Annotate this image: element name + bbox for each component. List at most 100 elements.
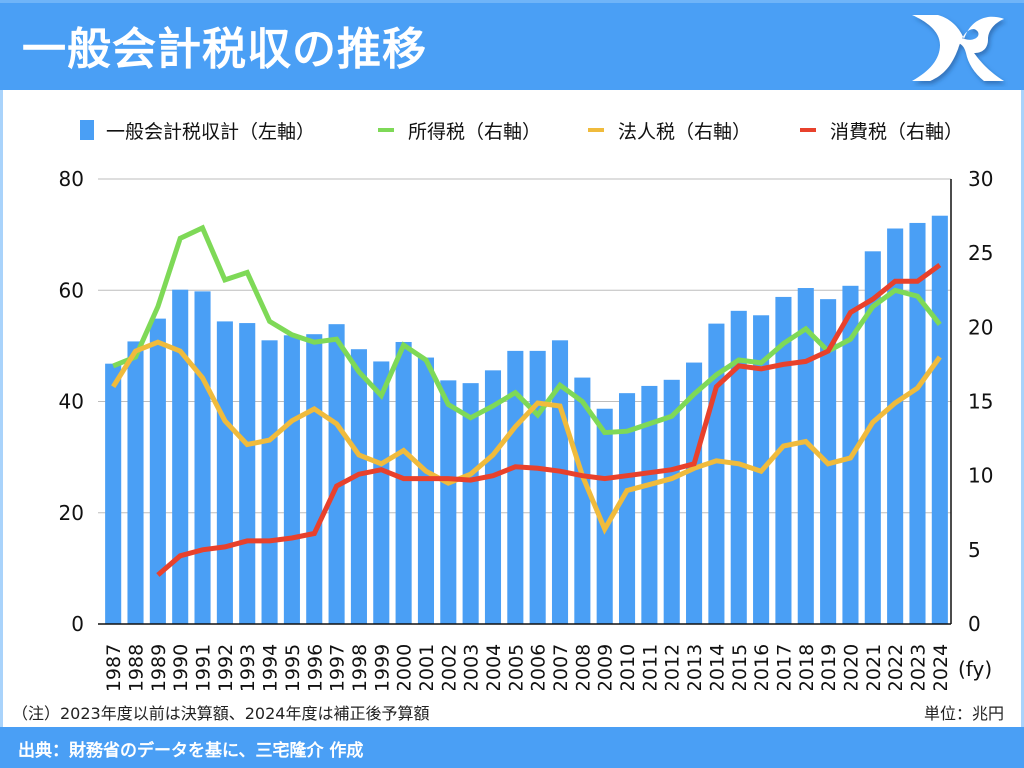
x-axis-tick-label: 2004	[483, 644, 505, 690]
bar-total-1996	[306, 334, 323, 624]
x-axis-tick-label: 1991	[193, 644, 215, 690]
x-axis-tick-label: 2005	[505, 644, 527, 690]
bar-total-2006	[529, 350, 546, 624]
legend-label-consumption-tax: 消費税（右軸）	[830, 120, 964, 143]
x-axis-tick-label: 1998	[349, 644, 371, 690]
line-corporate-tax	[111, 339, 942, 535]
x-axis-tick-label: 2022	[885, 644, 907, 690]
bar-total-2022	[887, 228, 904, 624]
x-axis-tick-label: 2001	[416, 644, 438, 690]
bar-total-1994	[261, 340, 278, 624]
x-axis-tick-label: 2010	[617, 644, 639, 690]
bar-total-2017	[775, 296, 792, 624]
bar-total-1991	[194, 291, 211, 624]
right-axis-tick-label: 30	[968, 167, 993, 191]
legend-item-total: 一般会計税収計（左軸）	[80, 115, 315, 145]
x-axis-tick-label: 2014	[706, 644, 728, 690]
legend-item-income-tax: 所得税（右軸）	[378, 115, 541, 145]
x-axis-tick-label: 2013	[684, 644, 706, 690]
line-consumption-tax	[156, 262, 942, 577]
left-axis-tick-label: 80	[59, 167, 84, 191]
page-title: 一般会計税収の推移	[22, 24, 427, 75]
x-axis-tick-label: 2000	[394, 644, 416, 690]
right-axis-tick-label: 15	[968, 390, 993, 414]
bar-total-1999	[373, 361, 390, 624]
bar-total-2010	[618, 393, 636, 624]
bar-total-2002	[440, 380, 457, 624]
x-axis-tick-label: 2021	[863, 644, 885, 690]
x-axis-tick-label: 2018	[796, 644, 818, 690]
footer-bar: 出典：財務省のデータを基に、三宅隆介 作成	[0, 727, 1024, 768]
bar-total-1993	[239, 323, 256, 624]
legend-swatch-income-tax	[378, 128, 394, 132]
x-axis-tick-label: 1994	[260, 644, 282, 690]
bar-total-2012	[663, 379, 680, 624]
title-bar: 一般会計税収の推移	[0, 0, 1024, 90]
bar-total-2023	[909, 222, 926, 624]
bar-total-2015	[730, 310, 747, 624]
x-axis-tick-label: 2006	[528, 644, 550, 690]
x-axis-tick-label: 2024	[930, 644, 952, 690]
line-series	[111, 224, 942, 577]
x-axis-tick-label: 2012	[662, 644, 684, 690]
legend-item-corporate-tax: 法人税（右軸）	[588, 115, 751, 145]
right-axis-tick-label: 20	[968, 315, 993, 339]
x-axis-tick-label: 2023	[907, 644, 929, 690]
x-axis-tick-label: 1989	[148, 644, 170, 690]
source-credit: 出典：財務省のデータを基に、三宅隆介 作成	[18, 741, 364, 761]
right-axis-tick-label: 5	[968, 538, 981, 562]
bar-total-2024	[931, 215, 948, 624]
x-axis-tick-label: 1997	[327, 644, 349, 690]
legend-label-total: 一般会計税収計（左軸）	[106, 120, 316, 143]
legend-swatch-total	[80, 120, 94, 140]
bar-total-1995	[283, 335, 300, 624]
x-axis-tick-label: 1992	[215, 644, 237, 690]
right-axis-tick-label: 0	[968, 612, 981, 636]
x-axis-tick-label: 2019	[818, 644, 840, 690]
x-axis-tick-label: 2020	[840, 644, 862, 690]
x-axis-tick-label: 2002	[438, 644, 460, 690]
bar-total-1997	[328, 324, 345, 624]
bar-total-1998	[350, 349, 367, 624]
footnote: （注）2023年度以前は決算額、2024年度は補正後予算額	[12, 704, 430, 723]
x-axis-tick-label: 2008	[572, 644, 594, 690]
x-axis-tick-label: 2017	[773, 644, 795, 690]
bar-total-2000	[395, 341, 412, 624]
x-axis-tick-label: 1999	[371, 644, 393, 690]
left-axis-tick-label: 0	[71, 612, 84, 636]
bar-total-2011	[641, 385, 658, 624]
bar-total-2004	[484, 370, 502, 624]
right-axis-tick-label: 25	[968, 241, 993, 265]
legend-label-corporate-tax: 法人税（右軸）	[618, 120, 752, 143]
x-axis-tick-label: 1996	[304, 644, 326, 690]
line-income-tax	[112, 224, 942, 436]
legend-swatch-consumption-tax	[800, 128, 816, 132]
x-axis-tick-label: 2003	[461, 644, 483, 690]
x-axis-tick-label: 2011	[639, 644, 661, 690]
bar-total-1992	[216, 321, 233, 624]
bar-total-1987	[105, 363, 122, 624]
mr-monogram-logo-icon	[912, 15, 1004, 81]
left-axis-tick-label: 20	[59, 501, 84, 525]
x-axis-label: (fy)	[958, 657, 992, 681]
bar-total-2003	[462, 383, 479, 624]
x-axis-tick-label: 2009	[595, 644, 617, 690]
x-axis-tick-label: 1988	[126, 644, 148, 690]
right-axis-tick-label: 10	[968, 464, 993, 488]
bar-total-1988	[127, 341, 144, 624]
x-axis-tick-label: 1995	[282, 644, 304, 690]
x-axis-tick-label: 2007	[550, 644, 572, 690]
x-axis-tick-label: 1993	[237, 644, 259, 690]
left-axis-tick-label: 40	[59, 390, 84, 414]
bar-total-1990	[172, 289, 189, 624]
bar-total-1989	[149, 318, 166, 624]
chart-legend: 一般会計税収計（左軸） 所得税（右軸） 法人税（右軸） 消費税（右軸）	[0, 115, 1024, 145]
bar-total-2021	[864, 251, 881, 624]
bar-total-2013	[686, 362, 703, 624]
bar-total-2018	[797, 288, 814, 624]
legend-label-income-tax: 所得税（右軸）	[408, 120, 542, 143]
legend-swatch-corporate-tax	[588, 128, 604, 132]
